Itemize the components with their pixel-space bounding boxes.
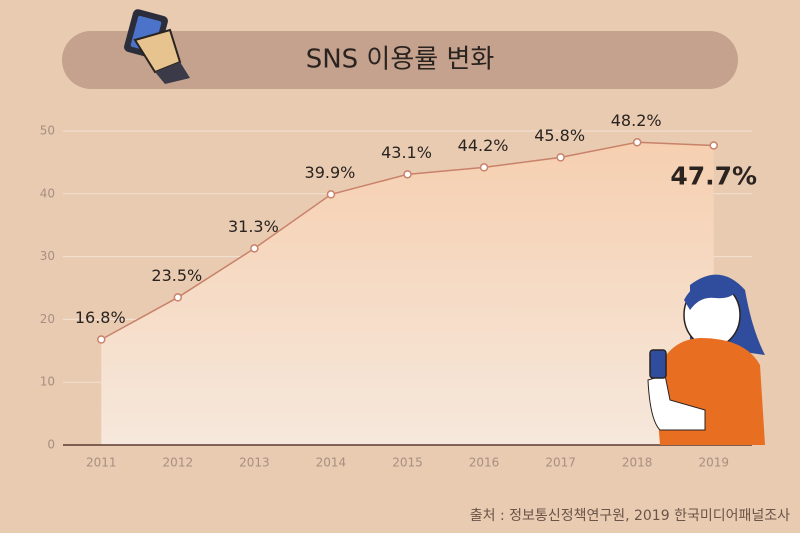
source-note: 출처 : 정보통신정책연구원, 2019 한국미디어패널조사 <box>470 508 790 524</box>
value-label: 43.1% <box>381 143 432 162</box>
area <box>101 142 714 445</box>
y-tick-label: 10 <box>40 375 55 389</box>
point <box>403 170 412 179</box>
point <box>173 293 183 302</box>
value-label: 44.2% <box>458 136 509 155</box>
title-pill <box>62 31 738 89</box>
x-tick-label: 2014 <box>316 456 347 470</box>
point <box>556 153 565 162</box>
value-label: 39.9% <box>305 163 356 182</box>
x-tick-label: 2013 <box>239 456 270 470</box>
point <box>709 141 718 150</box>
point <box>97 335 106 344</box>
point <box>479 163 489 172</box>
x-tick-label: 2019 <box>698 456 729 470</box>
x-tick-label: 2015 <box>392 456 423 470</box>
point <box>326 190 336 199</box>
phone-hand-icon <box>124 9 190 84</box>
value-label: 48.2% <box>611 111 662 130</box>
y-tick-label: 20 <box>40 312 55 326</box>
x-tick-label: 2016 <box>469 456 500 470</box>
x-tick-label: 2012 <box>163 456 194 470</box>
value-label: 16.8% <box>75 308 126 327</box>
x-tick-label: 2017 <box>545 456 576 470</box>
chart-title: SNS 이용률 변화 <box>306 45 495 75</box>
point <box>250 244 259 253</box>
value-label: 47.7% <box>670 161 757 190</box>
y-tick-label: 30 <box>40 249 55 263</box>
x-tick-label: 2018 <box>622 456 653 470</box>
value-label: 23.5% <box>151 266 202 285</box>
point <box>632 138 642 147</box>
value-label: 45.8% <box>534 126 585 145</box>
y-tick-label: 40 <box>40 186 55 200</box>
y-tick-label: 0 <box>47 438 55 452</box>
x-tick-label: 2011 <box>86 456 117 470</box>
woman-illustration <box>647 274 765 445</box>
y-tick-label: 50 <box>40 124 55 138</box>
value-label: 31.3% <box>228 217 279 236</box>
